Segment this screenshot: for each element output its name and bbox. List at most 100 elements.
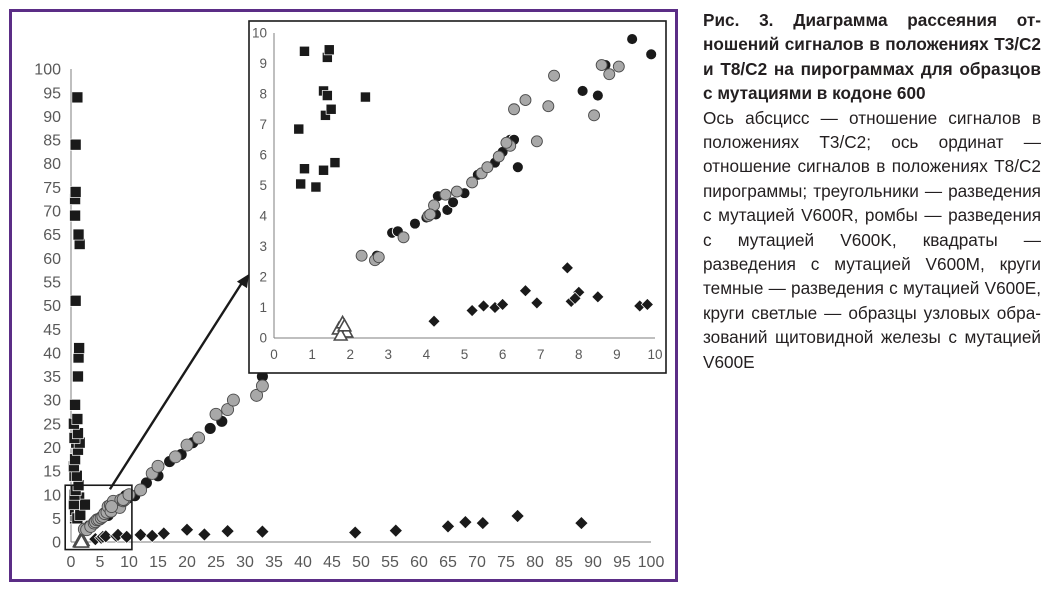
- main-y-tick-label: 55: [43, 274, 61, 291]
- main-diamond-dark-point: [388, 523, 403, 538]
- main-diamond-dark-point: [179, 522, 195, 537]
- inset-x-tick-label: 7: [537, 347, 545, 362]
- main-y-tick-label: 90: [43, 109, 61, 126]
- inset-circle-light-point: [466, 176, 479, 189]
- figure-caption: Рис. 3. Диаграмма рассеяния от­ношений с…: [703, 8, 1041, 374]
- inset-diamond-dark-point: [530, 296, 544, 310]
- inset-y-tick-label: 7: [259, 117, 267, 132]
- main-x-tick-label: 75: [497, 554, 515, 571]
- main-y-tick-label: 80: [43, 156, 61, 173]
- main-square-dark-point: [71, 91, 84, 104]
- main-x-tick-label: 40: [294, 554, 312, 571]
- inset-diamond-dark-point: [591, 290, 605, 304]
- inset-circle-light-point: [450, 185, 463, 198]
- main-x-tick-label: 0: [67, 554, 76, 571]
- main-x-tick-label: 25: [207, 554, 225, 571]
- inset-y-tick-label: 9: [259, 56, 267, 71]
- inset-series-circle-light: [355, 59, 625, 267]
- inset-circle-light-point: [548, 69, 560, 82]
- inset-circle-light-point: [508, 103, 520, 116]
- main-series-diamond-dark: [88, 508, 589, 547]
- main-x-tick-label: 60: [410, 554, 428, 571]
- inset-circle-dark-point: [409, 217, 421, 230]
- inset-circle-dark-point: [591, 89, 604, 102]
- inset-circle-light-point: [542, 100, 555, 113]
- main-y-tick-label: 20: [43, 440, 61, 457]
- main-circle-light-point: [226, 393, 240, 407]
- inset-square-dark-point: [318, 164, 329, 176]
- inset-x-tick-label: 10: [647, 347, 662, 362]
- main-square-dark-point: [69, 186, 82, 198]
- main-diamond-dark-point: [220, 524, 235, 539]
- inset-series-square-dark: [293, 44, 371, 193]
- inset-circle-light-point: [355, 249, 368, 262]
- main-scatter-plot: 0510152025303540455055606570758085909510…: [34, 62, 664, 571]
- inset-x-tick-label: 5: [461, 347, 469, 362]
- main-y-tick-label: 25: [43, 416, 61, 433]
- main-x-tick-label: 80: [526, 554, 544, 571]
- main-circle-light-point: [105, 500, 119, 513]
- inset-square-dark-point: [323, 44, 335, 56]
- main-x-tick-label: 95: [613, 554, 631, 571]
- inset-circle-dark-point: [626, 33, 639, 46]
- main-y-tick-label: 15: [43, 464, 61, 481]
- inset-y-tick-label: 0: [259, 331, 267, 346]
- main-diamond-dark-point: [98, 529, 113, 544]
- inset-circle-light-point: [595, 59, 608, 71]
- main-y-tick-label: 70: [43, 204, 61, 221]
- main-x-tick-label: 50: [352, 554, 370, 571]
- main-x-tick-label: 100: [638, 554, 665, 571]
- inset-x-tick-label: 0: [270, 347, 278, 362]
- inset-x-tick-label: 9: [613, 347, 621, 362]
- inset-circle-light-point: [588, 109, 600, 122]
- main-y-tick-label: 35: [43, 369, 61, 386]
- inset-circle-light-point: [612, 60, 625, 73]
- main-circle-light-point: [168, 450, 182, 464]
- zoom-arrow: [108, 277, 247, 490]
- inset-x-tick-label: 2: [346, 347, 354, 362]
- inset-y-tick-label: 3: [259, 239, 267, 254]
- main-diamond-dark-point: [119, 529, 134, 544]
- inset-circle-light-point: [603, 68, 616, 81]
- main-y-tick-label: 5: [52, 511, 61, 528]
- main-y-tick-label: 45: [43, 322, 61, 339]
- inset-square-dark-point: [321, 90, 333, 101]
- inset-square-dark-point: [325, 103, 337, 115]
- inset-circle-light-point: [492, 150, 505, 163]
- caption-title: Рис. 3. Диаграмма рассеяния от­ношений с…: [703, 10, 1041, 104]
- main-diamond-dark-point: [145, 528, 160, 543]
- inset-x-tick-label: 4: [423, 347, 431, 362]
- inset-square-dark-point: [295, 178, 307, 190]
- inset-circle-light-point: [530, 135, 543, 148]
- inset-circle-dark-point: [645, 48, 658, 61]
- main-diamond-dark-point: [510, 508, 525, 524]
- main-diamond-dark-point: [475, 515, 490, 531]
- main-y-tick-label: 40: [43, 345, 61, 362]
- main-square-dark-point: [72, 370, 84, 383]
- caption-body: Ось абсцисс — отношение сигналов в полож…: [703, 107, 1041, 372]
- inset-diamond-dark-point: [640, 297, 654, 311]
- inset-x-tick-label: 1: [308, 347, 316, 362]
- main-x-tick-label: 35: [265, 554, 283, 571]
- inset-circle-dark-point: [447, 196, 460, 209]
- main-x-tick-label: 20: [178, 554, 196, 571]
- main-circle-light-point: [134, 483, 148, 497]
- inset-scatter-plot: 0 1 2 3 4 5 6 7 8 9 10 0 1 2 3 4 5 6 7 8 9 10: [248, 20, 667, 374]
- main-diamond-dark-point: [156, 526, 171, 541]
- main-y-tick-label: 100: [34, 62, 61, 79]
- main-series-triangle-light: [72, 531, 91, 548]
- inset-square-dark-point: [293, 123, 305, 135]
- zoom-arrow-head: [236, 274, 249, 289]
- inset-circle-dark-point: [576, 84, 589, 97]
- main-y-tick-label: 30: [43, 393, 61, 410]
- main-x-tick-label: 15: [149, 554, 167, 571]
- main-circle-dark-point: [203, 422, 217, 435]
- inset-y-tick-label: 4: [259, 209, 267, 224]
- main-x-tick-label: 70: [468, 554, 486, 571]
- inset-diamond-dark-point: [560, 261, 574, 275]
- inset-circle-light-point: [481, 161, 494, 174]
- main-circle-light-point: [221, 403, 235, 417]
- main-x-tick-label: 5: [96, 554, 105, 571]
- inset-y-tick-label: 6: [259, 148, 267, 163]
- main-square-dark-point: [69, 209, 81, 222]
